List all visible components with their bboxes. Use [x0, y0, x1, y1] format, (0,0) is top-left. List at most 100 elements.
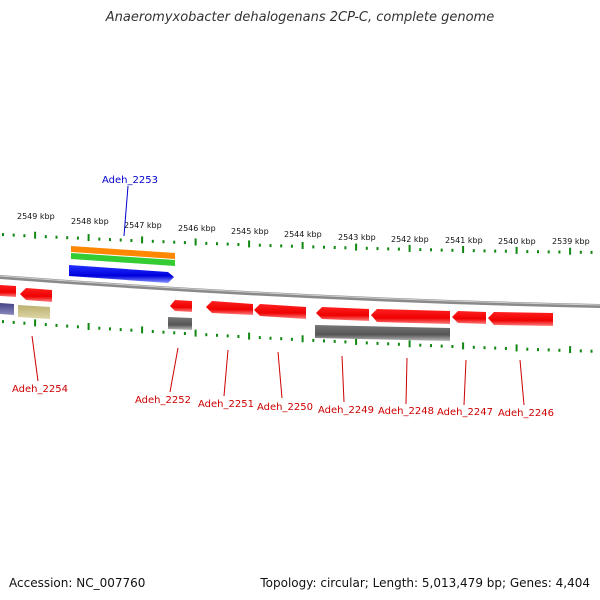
gene-feature-adeh-2247[interactable] [452, 311, 486, 324]
genome-backbone [0, 275, 600, 308]
gene-label-adeh-2247[interactable]: Adeh_2247 [437, 407, 493, 418]
gene-label-adeh-2246[interactable]: Adeh_2246 [498, 408, 554, 419]
minor-tick [579, 250, 582, 254]
gene-feature-adeh-2248[interactable] [371, 309, 450, 324]
minor-tick [109, 327, 111, 331]
scale-label: 2546 kbp [178, 224, 216, 233]
minor-tick [130, 239, 133, 242]
gene-feature-adeh-2254[interactable] [18, 305, 50, 319]
minor-tick [483, 249, 486, 253]
minor-tick [494, 346, 497, 350]
minor-tick [451, 345, 454, 348]
gene-label-adeh-2251[interactable]: Adeh_2251 [198, 399, 254, 410]
minor-tick [419, 343, 422, 347]
minor-tick [258, 336, 261, 340]
minor-tick [109, 238, 111, 242]
minor-tick [23, 321, 26, 325]
minor-tick [12, 233, 15, 237]
minor-tick [173, 331, 176, 335]
gene-feature-adeh-2252[interactable] [170, 300, 192, 312]
minor-tick [344, 246, 347, 250]
major-tick [515, 344, 518, 352]
gene-feature-adeh-2253[interactable] [69, 265, 174, 283]
major-tick [301, 242, 304, 249]
major-tick [194, 329, 197, 337]
minor-tick [344, 340, 347, 344]
gene-feature[interactable] [20, 288, 52, 302]
gene-feature-adeh-2249[interactable] [316, 307, 369, 321]
gene-feature[interactable] [168, 317, 192, 330]
major-tick [515, 246, 518, 254]
minor-tick [226, 242, 229, 246]
minor-tick [216, 242, 218, 246]
gene-label-adeh-2249[interactable]: Adeh_2249 [318, 405, 374, 416]
major-tick [569, 346, 572, 354]
major-tick [141, 326, 144, 334]
scale-label: 2549 kbp [17, 212, 55, 221]
minor-tick [205, 241, 208, 245]
gene-feature-adeh-2250[interactable] [254, 304, 306, 319]
leader-line [169, 347, 179, 393]
minor-tick [547, 348, 550, 352]
minor-tick [504, 347, 507, 350]
minor-tick [258, 243, 261, 247]
gene-feature[interactable] [71, 253, 175, 266]
minor-tick [66, 236, 69, 240]
minor-tick [590, 349, 593, 353]
leader-line [463, 359, 467, 406]
gene-label-adeh-2250[interactable]: Adeh_2250 [257, 402, 313, 413]
scale-label: 2541 kbp [445, 236, 483, 245]
scale-label: 2548 kbp [71, 217, 109, 226]
major-tick [34, 231, 37, 239]
gene-feature[interactable] [0, 303, 14, 315]
minor-tick [376, 247, 379, 251]
minor-tick [430, 248, 432, 252]
minor-tick [183, 241, 186, 245]
scale-label: 2542 kbp [391, 235, 429, 244]
minor-tick [66, 324, 69, 328]
minor-tick [365, 246, 368, 250]
leader-line [277, 351, 283, 399]
minor-tick [12, 320, 15, 324]
gene-label-adeh-2252[interactable]: Adeh_2252 [135, 395, 191, 406]
gene-feature[interactable] [315, 325, 450, 341]
minor-tick [119, 328, 122, 332]
scale-label: 2547 kbp [124, 221, 162, 230]
genome-summary-text: Topology: circular; Length: 5,013,479 bp… [260, 576, 590, 590]
gene-feature-adeh-2246[interactable] [488, 312, 553, 326]
minor-tick [312, 245, 315, 249]
major-tick [141, 236, 144, 244]
scale-label: 2543 kbp [338, 233, 376, 242]
minor-tick [280, 244, 283, 248]
gene-label-adeh-2253[interactable]: Adeh_2253 [102, 175, 158, 186]
minor-tick [590, 250, 593, 254]
minor-tick [269, 244, 272, 248]
minor-tick [183, 332, 186, 335]
minor-tick [44, 235, 47, 239]
gene-feature[interactable] [0, 285, 16, 297]
minor-tick [312, 338, 315, 342]
leader-line [519, 359, 525, 406]
minor-tick [333, 339, 336, 343]
minor-tick [290, 337, 293, 341]
minor-tick [558, 250, 561, 254]
scale-label: 2544 kbp [284, 230, 322, 239]
gene-feature-adeh-2251[interactable] [206, 301, 253, 315]
minor-tick [216, 333, 218, 337]
major-tick [248, 332, 251, 340]
minor-tick [55, 323, 58, 327]
minor-tick [440, 344, 443, 348]
accession-text: Accession: NC_007760 [9, 576, 146, 590]
gene-label-adeh-2254[interactable]: Adeh_2254 [12, 384, 68, 395]
minor-tick [151, 330, 154, 333]
major-tick [408, 340, 411, 348]
page-title: Anaeromyxobacter dehalogenans 2CP-C, com… [105, 10, 495, 25]
minor-tick [483, 346, 486, 350]
scale-label: 2545 kbp [231, 227, 269, 236]
gene-label-adeh-2248[interactable]: Adeh_2248 [378, 406, 434, 417]
minor-tick [323, 245, 325, 249]
minor-tick [547, 250, 550, 254]
gene-feature[interactable] [71, 246, 175, 259]
minor-tick [162, 330, 165, 334]
